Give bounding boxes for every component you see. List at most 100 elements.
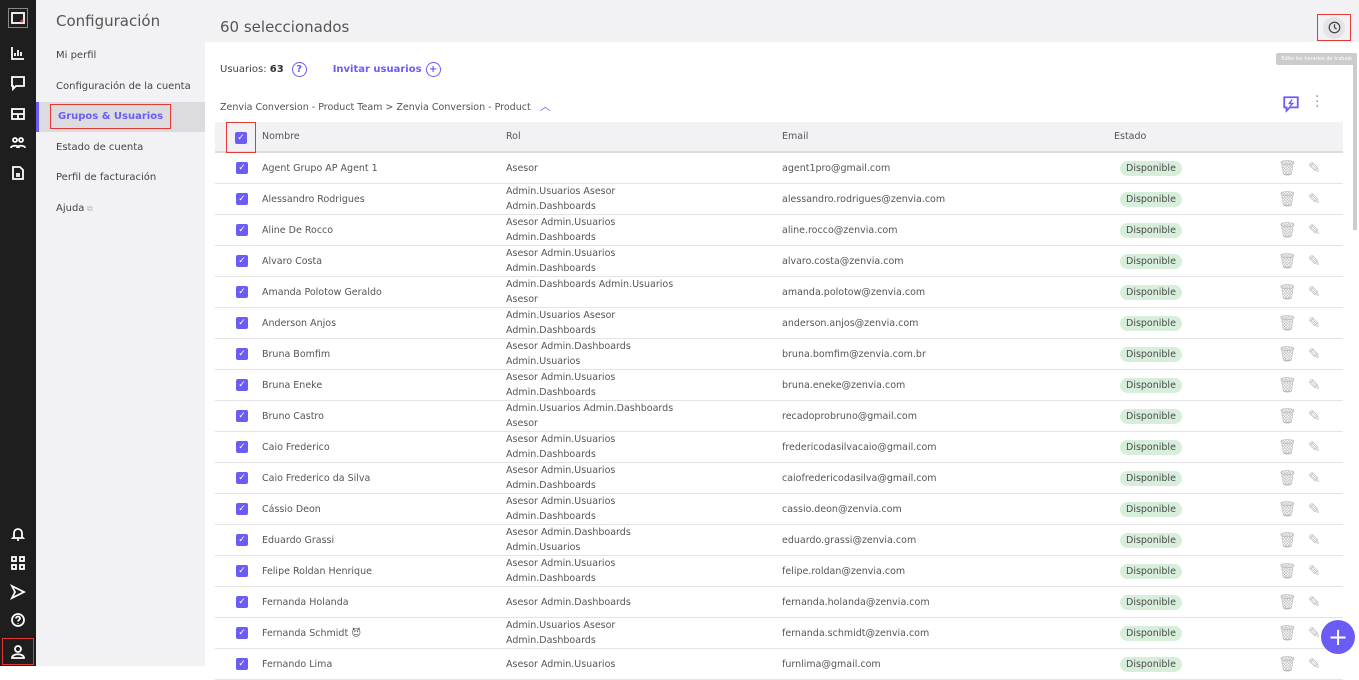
- table-row[interactable]: ✓ Caio Frederico da Silva Asesor Admin.U…: [215, 463, 1343, 494]
- col-estado[interactable]: Estado: [1114, 131, 1147, 142]
- row-checkbox[interactable]: ✓: [236, 587, 248, 617]
- table-row[interactable]: ✓ Amanda Polotow Geraldo Admin.Dashboard…: [215, 277, 1343, 308]
- pencil-icon[interactable]: ✎: [1308, 376, 1321, 394]
- pencil-icon[interactable]: ✎: [1308, 407, 1321, 425]
- trash-icon[interactable]: 🗑: [1278, 345, 1298, 363]
- trash-icon[interactable]: 🗑: [1278, 624, 1298, 642]
- trash-icon[interactable]: 🗑: [1278, 469, 1298, 487]
- row-checkbox[interactable]: ✓: [236, 401, 248, 431]
- pencil-icon[interactable]: ✎: [1308, 345, 1321, 363]
- quick-reply-icon[interactable]: [1282, 95, 1300, 116]
- invite-users-link[interactable]: Invitar usuarios: [332, 64, 422, 75]
- row-checkbox[interactable]: ✓: [236, 463, 248, 493]
- table-row[interactable]: ✓ Felipe Roldan Henrique Asesor Admin.Us…: [215, 556, 1343, 587]
- row-checkbox[interactable]: ✓: [236, 556, 248, 586]
- config-item-cuenta[interactable]: Configuración de la cuenta: [56, 81, 191, 92]
- config-item-facturacion[interactable]: Perfil de facturación: [56, 172, 157, 183]
- trash-icon[interactable]: 🗑: [1278, 159, 1298, 177]
- trash-icon[interactable]: 🗑: [1278, 283, 1298, 301]
- bell-icon[interactable]: [8, 524, 28, 544]
- config-item-mi-perfil[interactable]: Mi perfil: [56, 50, 97, 61]
- config-item-grupos-usuarios[interactable]: Grupos & Usuarios: [36, 102, 205, 132]
- pencil-icon[interactable]: ✎: [1308, 438, 1321, 456]
- users-info: Usuarios: 63 ? Invitar usuarios +: [220, 62, 441, 77]
- table-row[interactable]: ✓ Alessandro Rodrigues Admin.Usuarios As…: [215, 184, 1343, 215]
- pencil-icon[interactable]: ✎: [1308, 531, 1321, 549]
- trash-icon[interactable]: 🗑: [1278, 190, 1298, 208]
- apps-icon[interactable]: [8, 553, 28, 573]
- table-row[interactable]: ✓ Fernanda Schmidt 😈 Admin.Usuarios Ases…: [215, 618, 1343, 649]
- logo-icon[interactable]: [8, 8, 28, 28]
- table-row[interactable]: ✓ Caio Frederico Asesor Admin.Usuarios Ad…: [215, 432, 1343, 463]
- table-row[interactable]: ✓ Fernanda Holanda Asesor Admin.Dashboar…: [215, 587, 1343, 618]
- trash-icon[interactable]: 🗑: [1278, 531, 1298, 549]
- trash-icon[interactable]: 🗑: [1278, 655, 1298, 673]
- row-checkbox[interactable]: ✓: [236, 339, 248, 369]
- plus-circle-icon[interactable]: +: [425, 62, 441, 77]
- table-row[interactable]: ✓ Bruno Castro Admin.Usuarios Admin.Dash…: [215, 401, 1343, 432]
- table-row[interactable]: ✓ Cássio Deon Asesor Admin.Usuarios Admin…: [215, 494, 1343, 525]
- pencil-icon[interactable]: ✎: [1308, 624, 1321, 642]
- trash-icon[interactable]: 🗑: [1278, 314, 1298, 332]
- select-all-checkbox[interactable]: ✓: [226, 122, 256, 153]
- pencil-icon[interactable]: ✎: [1308, 500, 1321, 518]
- table-icon[interactable]: [8, 104, 28, 124]
- pencil-icon[interactable]: ✎: [1308, 562, 1321, 580]
- trash-icon[interactable]: 🗑: [1278, 252, 1298, 270]
- pencil-icon[interactable]: ✎: [1308, 252, 1321, 270]
- pencil-icon[interactable]: ✎: [1308, 655, 1321, 673]
- row-checkbox[interactable]: ✓: [236, 525, 248, 555]
- trash-icon[interactable]: 🗑: [1278, 376, 1298, 394]
- row-checkbox[interactable]: ✓: [236, 432, 248, 462]
- config-item-estado[interactable]: Estado de cuenta: [56, 142, 144, 153]
- table-row[interactable]: ✓ Alvaro Costa Asesor Admin.Usuarios Admi…: [215, 246, 1343, 277]
- trash-icon[interactable]: 🗑: [1278, 593, 1298, 611]
- chevron-up-icon[interactable]: ︿: [539, 100, 551, 113]
- row-checkbox[interactable]: ✓: [236, 246, 248, 276]
- row-checkbox[interactable]: ✓: [236, 153, 248, 183]
- row-checkbox[interactable]: ✓: [236, 649, 248, 679]
- add-button[interactable]: +: [1321, 620, 1355, 654]
- work-hours-button[interactable]: [1317, 14, 1351, 41]
- row-checkbox[interactable]: ✓: [236, 618, 248, 648]
- trash-icon[interactable]: 🗑: [1278, 221, 1298, 239]
- row-checkbox[interactable]: ✓: [236, 494, 248, 524]
- help-icon[interactable]: [8, 610, 28, 630]
- chat-icon[interactable]: [8, 73, 28, 93]
- pencil-icon[interactable]: ✎: [1308, 221, 1321, 239]
- chart-icon[interactable]: [8, 43, 28, 63]
- col-email[interactable]: Email: [782, 131, 809, 142]
- pencil-icon[interactable]: ✎: [1308, 314, 1321, 332]
- trash-icon[interactable]: 🗑: [1278, 438, 1298, 456]
- col-nombre[interactable]: Nombre: [262, 131, 300, 142]
- user-icon[interactable]: [2, 638, 34, 665]
- pencil-icon[interactable]: ✎: [1308, 283, 1321, 301]
- scrollbar[interactable]: [1353, 60, 1357, 230]
- row-checkbox[interactable]: ✓: [236, 308, 248, 338]
- col-rol[interactable]: Rol: [506, 131, 521, 142]
- send-icon[interactable]: [8, 582, 28, 602]
- row-checkbox[interactable]: ✓: [236, 277, 248, 307]
- table-row[interactable]: ✓ Anderson Anjos Admin.Usuarios Asesor Ad…: [215, 308, 1343, 339]
- more-options-icon[interactable]: · · ·: [1315, 89, 1320, 115]
- table-row[interactable]: ✓ Aline De Rocco Asesor Admin.Usuarios Ad…: [215, 215, 1343, 246]
- pencil-icon[interactable]: ✎: [1308, 469, 1321, 487]
- row-checkbox[interactable]: ✓: [236, 215, 248, 245]
- trash-icon[interactable]: 🗑: [1278, 562, 1298, 580]
- table-row[interactable]: ✓ Eduardo Grassi Asesor Admin.Dashboards…: [215, 525, 1343, 556]
- document-icon[interactable]: [8, 163, 28, 183]
- pencil-icon[interactable]: ✎: [1308, 593, 1321, 611]
- config-item-ajuda[interactable]: Ajuda ⧉: [36, 194, 205, 224]
- row-checkbox[interactable]: ✓: [236, 370, 248, 400]
- table-row[interactable]: ✓ Bruna Bomfim Asesor Admin.Dashboards Ad…: [215, 339, 1343, 370]
- pencil-icon[interactable]: ✎: [1308, 190, 1321, 208]
- help-circle-icon[interactable]: ?: [291, 62, 307, 77]
- table-row[interactable]: ✓ Agent Grupo AP Agent 1 Asesor agent1pr…: [215, 153, 1343, 184]
- trash-icon[interactable]: 🗑: [1278, 500, 1298, 518]
- trash-icon[interactable]: 🗑: [1278, 407, 1298, 425]
- table-row[interactable]: ✓ Fernando Lima Asesor Admin.Usuarios fu…: [215, 649, 1343, 680]
- table-row[interactable]: ✓ Bruna Eneke Asesor Admin.Usuarios Admin…: [215, 370, 1343, 401]
- pencil-icon[interactable]: ✎: [1308, 159, 1321, 177]
- people-icon[interactable]: [8, 133, 28, 153]
- row-checkbox[interactable]: ✓: [236, 184, 248, 214]
